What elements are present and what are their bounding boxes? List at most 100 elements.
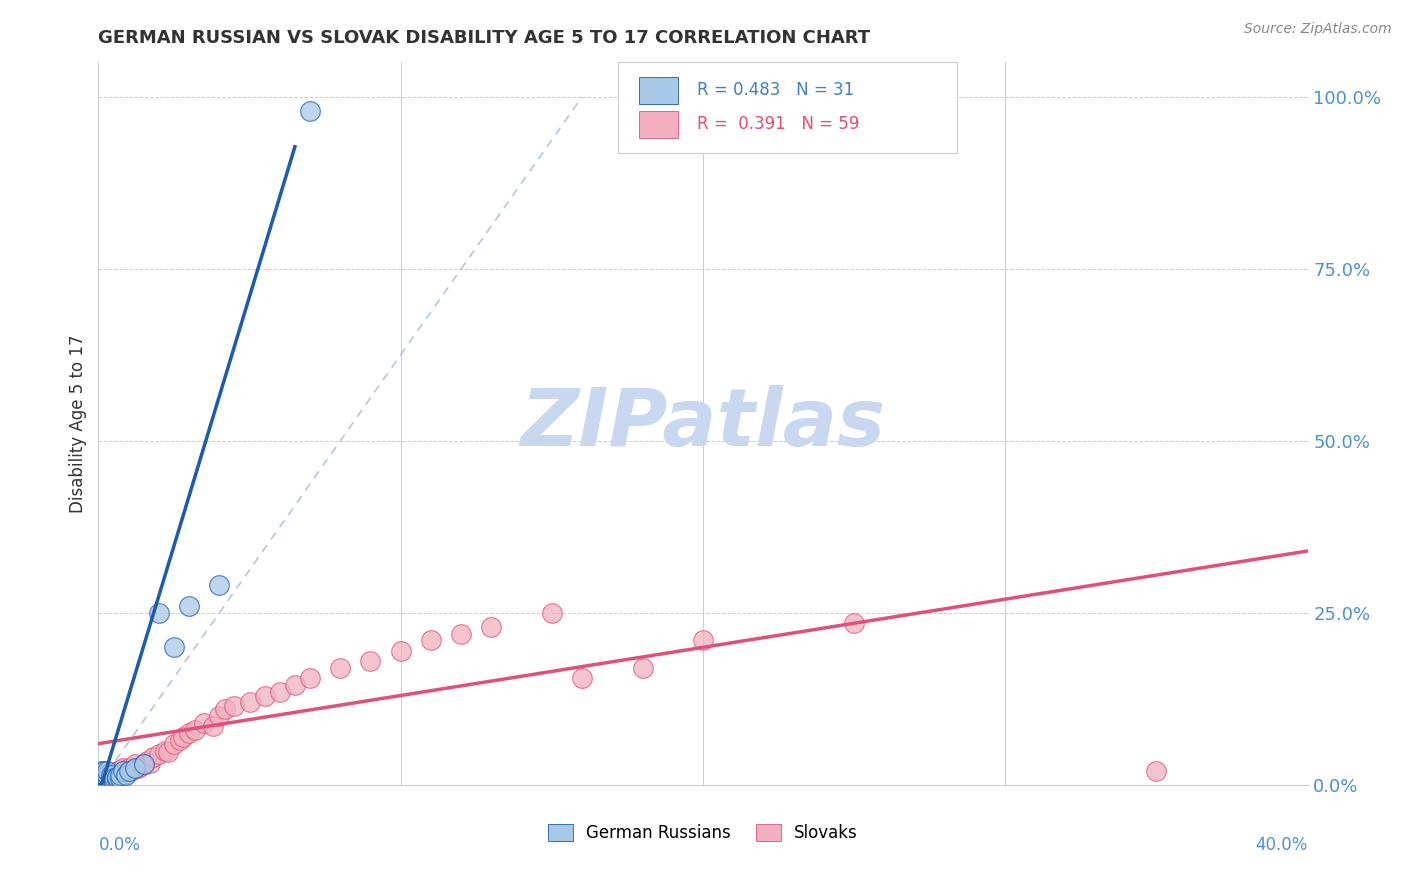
- Point: [108, 763, 131, 777]
- Point: [96, 771, 118, 785]
- Point: [299, 103, 322, 118]
- Point: [631, 661, 654, 675]
- Text: R = 0.483   N = 31: R = 0.483 N = 31: [697, 81, 855, 99]
- Point: [118, 764, 141, 779]
- Point: [132, 757, 155, 772]
- Point: [114, 765, 136, 780]
- Point: [163, 737, 186, 751]
- FancyBboxPatch shape: [638, 77, 678, 104]
- Point: [96, 764, 118, 779]
- Point: [184, 723, 207, 737]
- Point: [108, 767, 131, 781]
- Point: [179, 599, 201, 613]
- Point: [90, 774, 112, 789]
- Point: [224, 698, 246, 713]
- Point: [269, 685, 291, 699]
- Point: [93, 774, 115, 789]
- Point: [571, 671, 593, 685]
- Point: [105, 770, 128, 784]
- Point: [105, 772, 128, 787]
- Point: [96, 771, 118, 785]
- FancyBboxPatch shape: [638, 111, 678, 138]
- Point: [103, 771, 125, 785]
- Point: [284, 678, 307, 692]
- Point: [90, 771, 112, 785]
- Point: [299, 671, 322, 685]
- Point: [96, 774, 118, 789]
- Point: [193, 716, 215, 731]
- Point: [142, 750, 165, 764]
- Point: [148, 606, 170, 620]
- Point: [844, 616, 866, 631]
- Point: [208, 709, 231, 723]
- Point: [93, 771, 115, 785]
- Point: [96, 767, 118, 781]
- Point: [253, 689, 276, 703]
- Point: [100, 774, 122, 789]
- Point: [135, 754, 157, 768]
- Point: [103, 765, 125, 780]
- Point: [139, 756, 162, 770]
- Point: [450, 626, 472, 640]
- Point: [93, 767, 115, 781]
- Point: [420, 633, 443, 648]
- Point: [169, 733, 191, 747]
- Point: [389, 644, 412, 658]
- Point: [118, 761, 141, 775]
- Text: GERMAN RUSSIAN VS SLOVAK DISABILITY AGE 5 TO 17 CORRELATION CHART: GERMAN RUSSIAN VS SLOVAK DISABILITY AGE …: [98, 29, 870, 47]
- Point: [148, 747, 170, 761]
- Point: [93, 764, 115, 779]
- Point: [540, 606, 562, 620]
- Point: [214, 702, 236, 716]
- Point: [239, 695, 262, 709]
- Point: [208, 578, 231, 592]
- Point: [111, 761, 134, 775]
- Y-axis label: Disability Age 5 to 17: Disability Age 5 to 17: [69, 334, 87, 513]
- Point: [90, 764, 112, 779]
- Point: [118, 764, 141, 779]
- Text: 0.0%: 0.0%: [98, 836, 141, 854]
- FancyBboxPatch shape: [619, 62, 957, 153]
- Point: [114, 767, 136, 781]
- Point: [481, 620, 503, 634]
- Point: [90, 767, 112, 781]
- Point: [111, 764, 134, 779]
- Point: [124, 757, 146, 772]
- Point: [329, 661, 352, 675]
- Point: [132, 757, 155, 772]
- Point: [156, 745, 179, 759]
- Point: [129, 758, 152, 772]
- Point: [127, 761, 149, 775]
- Point: [103, 771, 125, 785]
- Point: [105, 770, 128, 784]
- Point: [93, 771, 115, 785]
- Point: [121, 763, 143, 777]
- Point: [202, 719, 225, 733]
- Point: [96, 767, 118, 781]
- Point: [108, 771, 131, 785]
- Point: [172, 730, 194, 744]
- Legend: German Russians, Slovaks: German Russians, Slovaks: [541, 817, 865, 849]
- Text: 40.0%: 40.0%: [1256, 836, 1308, 854]
- Text: ZIPatlas: ZIPatlas: [520, 384, 886, 463]
- Point: [90, 774, 112, 789]
- Point: [93, 767, 115, 781]
- Point: [90, 771, 112, 785]
- Point: [692, 633, 714, 648]
- Point: [124, 761, 146, 775]
- Text: R =  0.391   N = 59: R = 0.391 N = 59: [697, 115, 859, 133]
- Point: [163, 640, 186, 655]
- Point: [90, 767, 112, 781]
- Point: [100, 769, 122, 783]
- Point: [111, 767, 134, 781]
- Point: [179, 726, 201, 740]
- Point: [103, 774, 125, 789]
- Point: [108, 767, 131, 781]
- Point: [360, 654, 382, 668]
- Point: [100, 767, 122, 781]
- Point: [100, 772, 122, 787]
- Point: [153, 743, 176, 757]
- Point: [93, 774, 115, 789]
- Point: [100, 771, 122, 785]
- Point: [1144, 764, 1167, 779]
